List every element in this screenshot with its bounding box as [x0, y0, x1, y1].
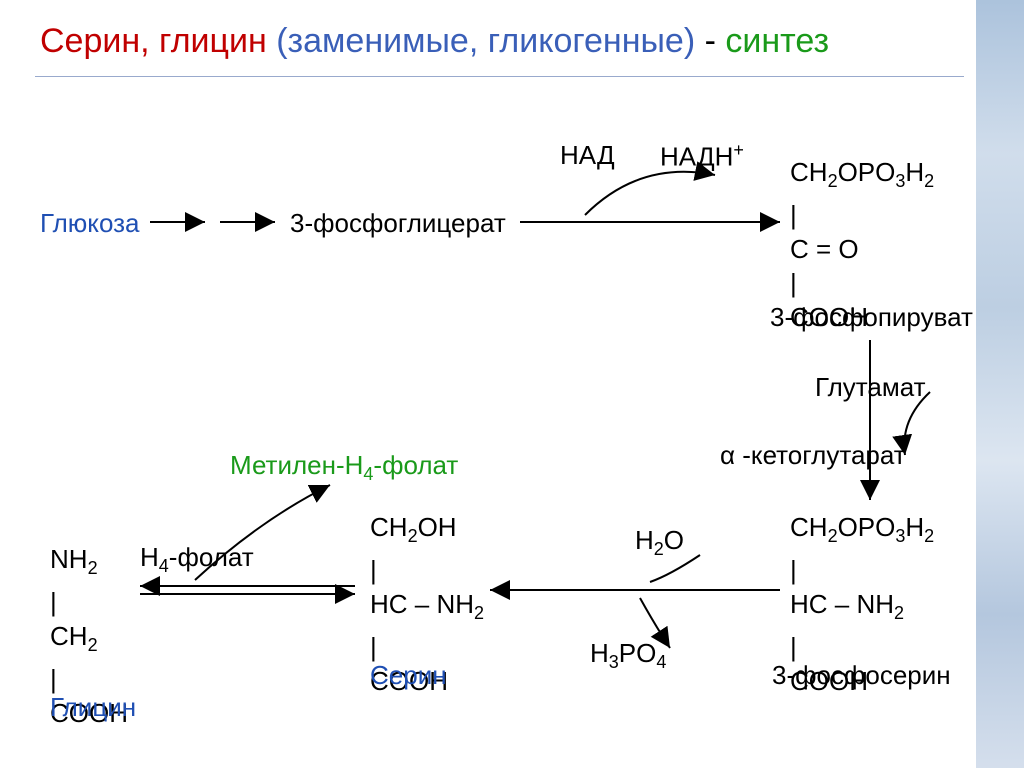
- arrows-layer: [0, 0, 1024, 768]
